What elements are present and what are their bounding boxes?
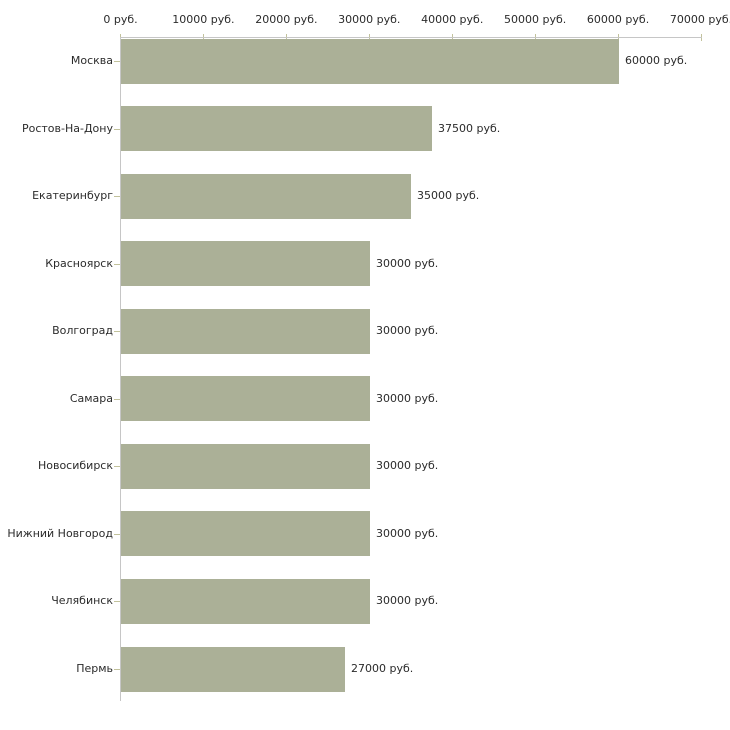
bar-value-label: 30000 руб. — [376, 257, 439, 270]
y-axis-tick — [114, 466, 120, 467]
bar-value-label: 30000 руб. — [376, 324, 439, 337]
y-axis-tick — [114, 601, 120, 602]
category-label: Екатеринбург — [32, 189, 113, 202]
bar-segment — [121, 579, 370, 624]
x-axis-tick-label: 0 руб. — [103, 13, 138, 26]
bar-value-label: 60000 руб. — [625, 54, 688, 67]
bar-value-label: 30000 руб. — [376, 459, 439, 472]
bar-segment — [121, 174, 411, 219]
x-axis-tick-label: 40000 руб. — [421, 13, 484, 26]
x-axis-tick-label: 70000 руб. — [669, 13, 730, 26]
y-axis-tick — [114, 129, 120, 130]
bar-value-label: 30000 руб. — [376, 392, 439, 405]
y-axis-tick — [114, 534, 120, 535]
bar-segment — [121, 376, 370, 421]
category-label: Волгоград — [52, 324, 113, 337]
bar-value-label: 27000 руб. — [351, 662, 414, 675]
y-axis-tick — [114, 399, 120, 400]
category-label: Красноярск — [45, 257, 113, 270]
y-axis-line — [120, 37, 121, 701]
bar-value-label: 30000 руб. — [376, 527, 439, 540]
bar-segment — [121, 106, 432, 151]
bar-value-label: 30000 руб. — [376, 594, 439, 607]
bar-segment — [121, 309, 370, 354]
category-label: Самара — [69, 392, 113, 405]
category-label: Москва — [70, 54, 113, 67]
bar-value-label: 37500 руб. — [438, 122, 501, 135]
y-axis-tick — [114, 196, 120, 197]
category-label: Ростов-На-Дону — [21, 122, 113, 135]
bar-segment — [121, 241, 370, 286]
x-axis-line — [120, 37, 702, 38]
x-axis-tick-label: 10000 руб. — [172, 13, 235, 26]
x-axis-tick-label: 20000 руб. — [255, 13, 318, 26]
x-axis-tick-label: 30000 руб. — [338, 13, 401, 26]
bar-segment — [121, 647, 345, 692]
y-axis-tick — [114, 669, 120, 670]
x-axis-tick-label: 50000 руб. — [504, 13, 567, 26]
y-axis-tick — [114, 61, 120, 62]
x-axis-tick-label: 60000 руб. — [586, 13, 650, 26]
category-label: Челябинск — [51, 594, 113, 607]
y-axis-tick — [114, 264, 120, 265]
category-label: Нижний Новгород — [7, 527, 113, 540]
bar-segment — [121, 511, 370, 556]
bar-segment — [121, 444, 370, 489]
bar-segment — [121, 39, 619, 84]
y-axis-tick — [114, 331, 120, 332]
bar-value-label: 35000 руб. — [417, 189, 480, 202]
category-label: Новосибирск — [37, 459, 113, 472]
category-label: Пермь — [76, 662, 113, 675]
